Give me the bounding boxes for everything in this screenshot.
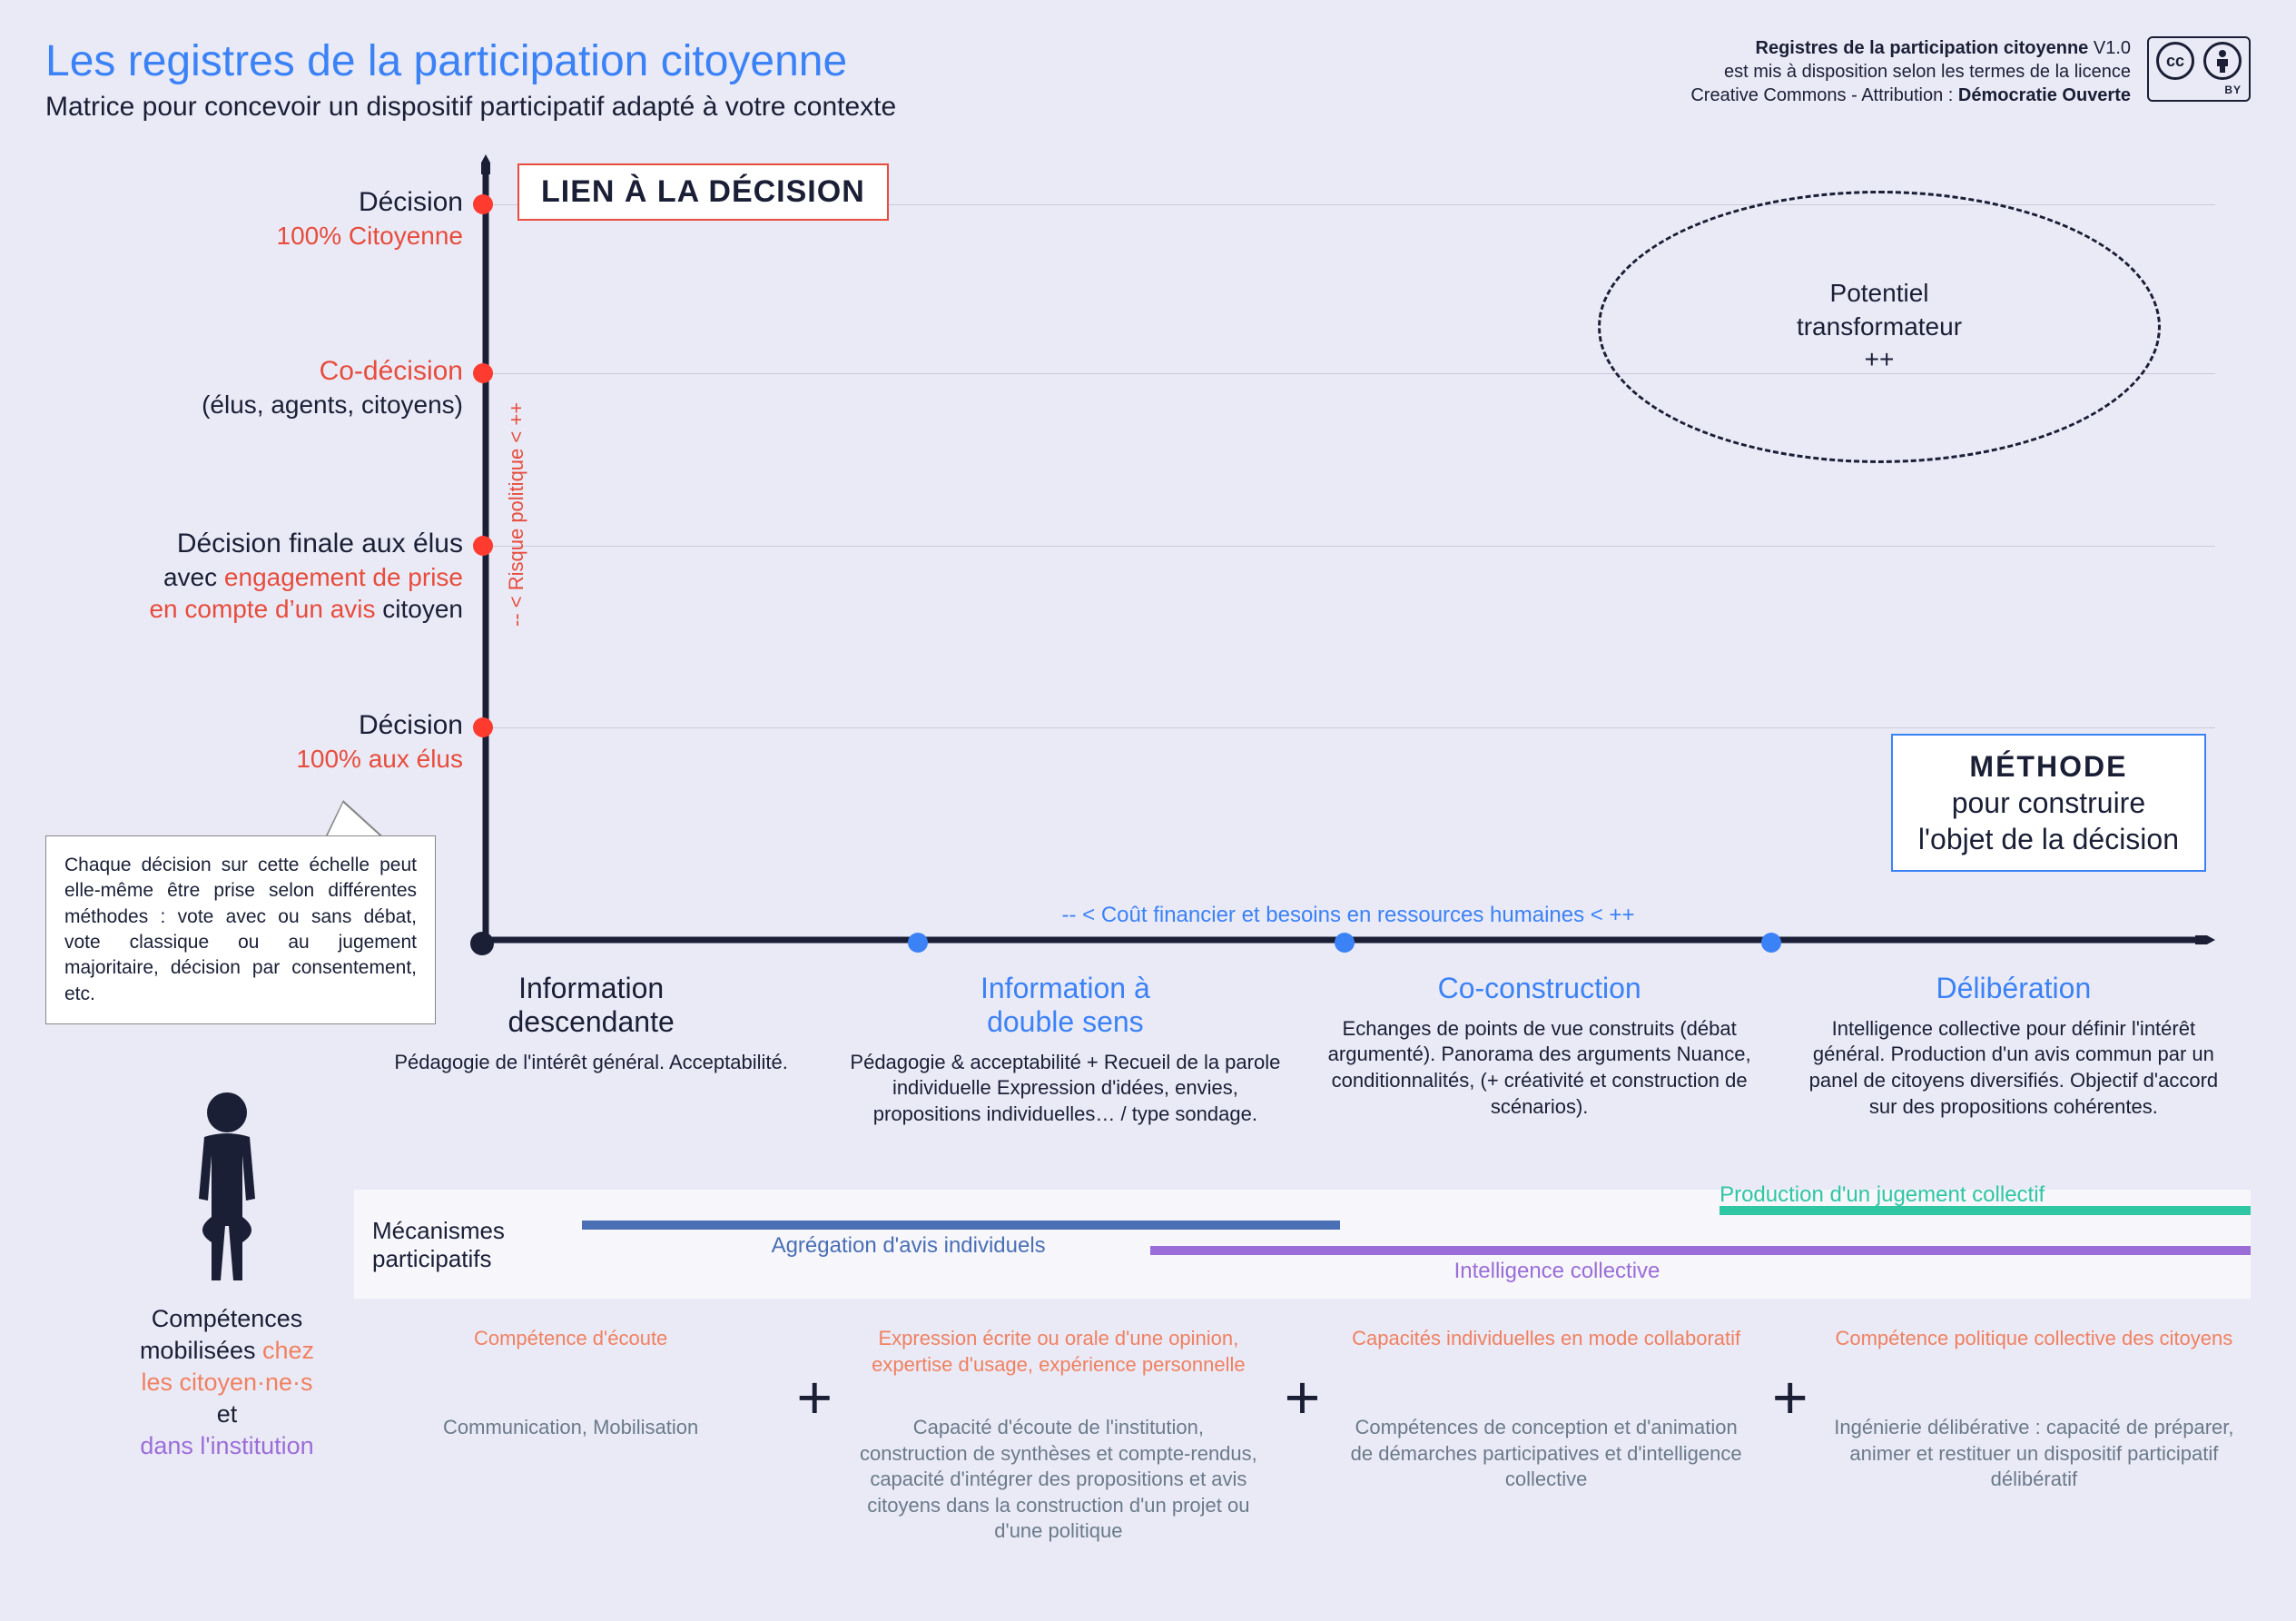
y-tick-label: Décision finale aux élusavec engagement …: [45, 527, 463, 625]
method-column: Informationdescendante Pédagogie de l'int…: [354, 972, 828, 1127]
competence-citizen: Compétence d'écoute: [370, 1326, 771, 1399]
gridline: [488, 727, 2215, 728]
main-title: Les registres de la participation citoye…: [45, 36, 896, 86]
competences-title-block: Compétences mobilisées chez les citoyen·…: [82, 1090, 372, 1462]
method-desc: Echanges de points de vue construits (dé…: [1325, 1016, 1755, 1120]
by-icon: [2203, 42, 2242, 80]
mechanism-label: Intelligence collective: [1454, 1259, 1660, 1284]
mechanism-bar: [1150, 1246, 2251, 1255]
competence-column: Expression écrite ou orale d'une opinion…: [842, 1326, 1275, 1545]
subtitle: Matrice pour concevoir un dispositif par…: [45, 92, 896, 123]
header: Les registres de la participation citoye…: [45, 36, 2251, 123]
plus-icon: +: [1763, 1326, 1818, 1433]
method-title: Information àdouble sens: [850, 972, 1280, 1039]
competence-column: Capacités individuelles en mode collabor…: [1330, 1326, 1763, 1493]
x-tick-dot: [1335, 933, 1355, 953]
competences-row: Compétence d'écoute Communication, Mobili…: [354, 1326, 2251, 1545]
x-tick-dot: [1761, 933, 1781, 953]
by-label: BY: [2224, 84, 2242, 96]
method-title: Informationdescendante: [376, 972, 806, 1039]
callout-tail: [327, 803, 381, 837]
competence-column: Compétence politique collective des cito…: [1818, 1326, 2251, 1493]
competence-column: Compétence d'écoute Communication, Mobili…: [354, 1326, 787, 1441]
cc-badge-icon: cc BY: [2147, 36, 2251, 102]
y-tick-label: Décision100% aux élus: [45, 708, 463, 775]
method-desc: Intelligence collective pour définir l'i…: [1798, 1016, 2229, 1120]
method-desc: Pédagogie de l'intérêt général. Acceptab…: [376, 1050, 806, 1076]
y-axis-title: LIEN À LA DÉCISION: [517, 163, 889, 221]
method-column: Délibération Intelligence collective pour…: [1777, 972, 2251, 1127]
method-title: Co-construction: [1325, 972, 1755, 1005]
mechanism-label: Production d'un jugement collectif: [1720, 1182, 2045, 1208]
cc-icon: cc: [2156, 42, 2194, 80]
x-tick-dot: [908, 933, 928, 953]
competence-institution: Communication, Mobilisation: [370, 1415, 771, 1441]
mechanism-label: Agrégation d'avis individuels: [772, 1233, 1046, 1259]
x-axis-title: MÉTHODE pour construire l'objet de la dé…: [1891, 734, 2206, 872]
plus-icon: +: [787, 1326, 842, 1433]
method-desc: Pédagogie & acceptabilité + Recueil de l…: [850, 1050, 1280, 1128]
method-columns: Informationdescendante Pédagogie de l'int…: [354, 972, 2251, 1127]
cost-axis-label: -- < Coût financier et besoins en ressou…: [1061, 903, 1634, 928]
competence-citizen: Expression écrite ou orale d'une opinion…: [858, 1326, 1258, 1399]
mechanisms-label: Mécanismes participatifs: [372, 1217, 554, 1273]
potential-ellipse: Potentiel transformateur ++: [1598, 191, 2161, 463]
method-title: Délibération: [1798, 972, 2229, 1005]
method-column: Co-construction Echanges de points de vue…: [1303, 972, 1777, 1127]
y-tick-dot: [473, 717, 493, 737]
license-block: Registres de la participation citoyenne …: [1690, 36, 2251, 107]
gridline: [488, 546, 2215, 547]
plus-icon: +: [1276, 1326, 1330, 1433]
y-tick-dot: [473, 194, 493, 214]
competence-citizen: Capacités individuelles en mode collabor…: [1346, 1326, 1747, 1399]
license-text: Registres de la participation citoyenne …: [1690, 36, 2131, 107]
person-icon: [177, 1090, 277, 1290]
y-tick-label: Décision100% Citoyenne: [45, 185, 463, 252]
competence-institution: Ingénierie délibérative : capacité de pr…: [1834, 1415, 2234, 1493]
mechanism-bar: [582, 1221, 1341, 1230]
origin-dot: [470, 932, 494, 955]
y-tick-label: Co-décision(élus, agents, citoyens): [45, 354, 463, 420]
competence-institution: Capacité d'écoute de l'institution, cons…: [858, 1415, 1258, 1545]
chart-area: LIEN À LA DÉCISION MÉTHODE pour construi…: [481, 154, 2215, 944]
competences-title: Compétences mobilisées chez les citoyen·…: [82, 1303, 372, 1462]
risk-axis-label: -- < Risque politique < ++: [505, 402, 528, 627]
competence-citizen: Compétence politique collective des cito…: [1834, 1326, 2234, 1399]
method-column: Information àdouble sens Pédagogie & acce…: [828, 972, 1302, 1127]
competence-institution: Compétences de conception et d'animation…: [1346, 1415, 1747, 1493]
title-block: Les registres de la participation citoye…: [45, 36, 896, 123]
y-tick-dot: [473, 363, 493, 383]
y-tick-dot: [473, 536, 493, 556]
mechanisms-row: Mécanismes participatifs Agrégation d'av…: [354, 1190, 2251, 1299]
